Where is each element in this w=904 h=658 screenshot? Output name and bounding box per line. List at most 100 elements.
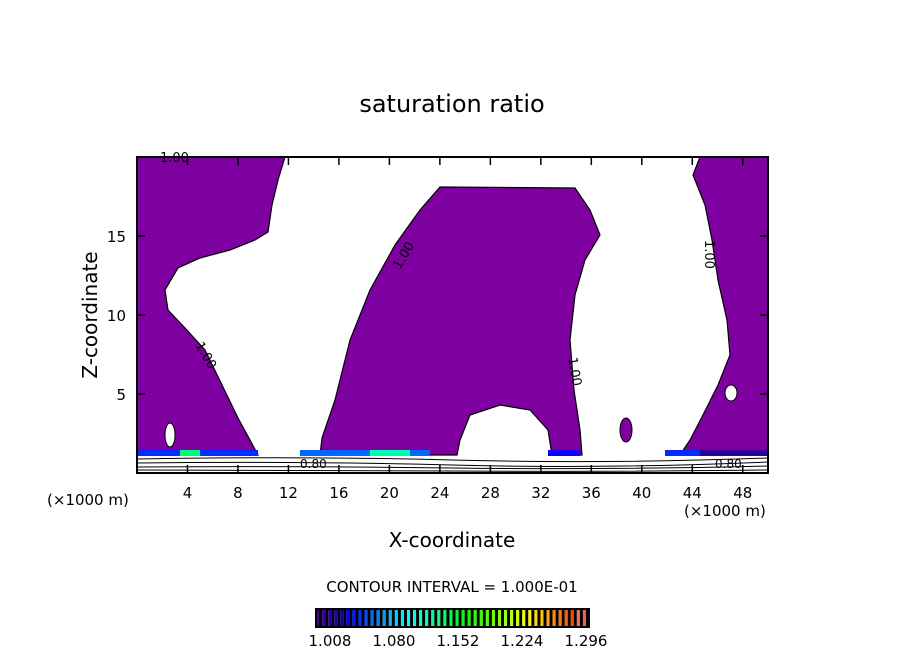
y-tick-label: 5 <box>116 386 126 404</box>
colorbar-swatch <box>573 609 577 627</box>
x-tick-label: 24 <box>430 484 449 502</box>
colorbar-swatch <box>361 609 365 627</box>
supersaturation-patch <box>180 450 200 456</box>
colorbar-swatch <box>319 609 323 627</box>
colorbar-swatch <box>473 609 477 627</box>
colorbar-swatch <box>367 609 371 627</box>
surface-contour-lines <box>136 457 769 472</box>
x-unit-right: (×1000 m) <box>684 502 766 520</box>
supersaturation-patch <box>700 450 768 456</box>
colorbar-swatch <box>328 609 332 627</box>
colorbar-swatch <box>488 609 492 627</box>
x-tick-label: 16 <box>329 484 348 502</box>
colorbar-swatch <box>340 609 344 627</box>
colorbar-swatch <box>428 609 432 627</box>
x-tick-label: 4 <box>183 484 193 502</box>
colorbar-swatch <box>407 609 411 627</box>
colorbar-swatch <box>355 609 359 627</box>
colorbar-swatch <box>334 609 338 627</box>
colorbar-swatch <box>382 609 386 627</box>
colorbar-swatch <box>437 609 441 627</box>
colorbar-swatch <box>543 609 547 627</box>
colorbar-swatch <box>388 609 392 627</box>
x-tick-label: 36 <box>582 484 601 502</box>
colorbar-swatch <box>443 609 447 627</box>
colorbar-swatch <box>461 609 465 627</box>
colorbar-swatch <box>394 609 398 627</box>
x-unit-left: (×1000 m) <box>47 491 129 509</box>
colorbar <box>316 609 589 627</box>
chart-title: saturation ratio <box>359 90 544 118</box>
colorbar-label: 1.152 <box>437 632 480 650</box>
x-axis-label: X-coordinate <box>389 528 516 552</box>
colorbar-swatch <box>425 609 429 627</box>
colorbar-swatch <box>464 609 468 627</box>
supersaturation-patch <box>370 450 410 456</box>
colorbar-swatch <box>331 609 335 627</box>
colorbar-swatch <box>446 609 450 627</box>
contour-interval-text: CONTOUR INTERVAL = 1.000E-01 <box>326 578 577 596</box>
colorbar-swatch <box>516 609 520 627</box>
colorbar-swatch <box>440 609 444 627</box>
colorbar-swatch <box>540 609 544 627</box>
colorbar-swatch <box>534 609 538 627</box>
colorbar-swatch <box>519 609 523 627</box>
colorbar-swatch <box>376 609 380 627</box>
colorbar-swatch <box>416 609 420 627</box>
colorbar-swatch <box>504 609 508 627</box>
white-blob <box>724 384 738 402</box>
plot-area: 1.00 1.00 1.00 1.00 1.00 0.80 0.80 <box>136 151 769 474</box>
colorbar-swatch <box>579 609 583 627</box>
colorbar-swatch <box>397 609 401 627</box>
colorbar-swatch <box>470 609 474 627</box>
colorbar-swatch <box>370 609 374 627</box>
colorbar-label: 1.224 <box>501 632 544 650</box>
contour-label: 0.80 <box>715 457 742 471</box>
x-tick-label: 20 <box>380 484 399 502</box>
colorbar-swatch <box>316 609 320 627</box>
x-axis-ticks: 4 8 12 16 20 24 28 32 36 40 44 48 <box>183 157 752 502</box>
colorbar-swatch <box>546 609 550 627</box>
colorbar-swatch <box>476 609 480 627</box>
colorbar-label: 1.008 <box>309 632 352 650</box>
colorbar-swatch <box>343 609 347 627</box>
colorbar-swatch <box>479 609 483 627</box>
colorbar-swatch <box>507 609 511 627</box>
y-tick-label: 15 <box>107 228 126 246</box>
colorbar-swatch <box>564 609 568 627</box>
white-blob <box>164 422 176 448</box>
colorbar-swatch <box>525 609 529 627</box>
colorbar-swatch <box>373 609 377 627</box>
colorbar-swatch <box>458 609 462 627</box>
colorbar-swatch <box>570 609 574 627</box>
colorbar-swatch <box>410 609 414 627</box>
supersaturation-patch <box>300 450 430 456</box>
colorbar-swatch <box>467 609 471 627</box>
y-axis-label: Z-coordinate <box>78 251 102 378</box>
colorbar-swatch <box>391 609 395 627</box>
colorbar-swatch <box>400 609 404 627</box>
colorbar-swatch <box>413 609 417 627</box>
colorbar-swatch <box>513 609 517 627</box>
colorbar-swatch <box>349 609 353 627</box>
colorbar-swatch <box>582 609 586 627</box>
colorbar-swatch <box>337 609 341 627</box>
supersaturation-patch <box>548 450 580 456</box>
colorbar-swatch <box>322 609 326 627</box>
contour-label: 1.00 <box>701 240 716 269</box>
x-tick-label: 44 <box>683 484 702 502</box>
colorbar-swatch <box>482 609 486 627</box>
colorbar-frame <box>315 608 590 628</box>
colorbar-swatch <box>449 609 453 627</box>
colorbar-swatch <box>552 609 556 627</box>
colorbar-swatch <box>403 609 407 627</box>
colorbar-swatch <box>364 609 368 627</box>
y-axis-ticks: 5 10 15 <box>107 228 768 404</box>
colorbar-swatch <box>585 609 589 627</box>
x-tick-label: 28 <box>481 484 500 502</box>
colorbar-swatch <box>549 609 553 627</box>
x-tick-label: 40 <box>632 484 651 502</box>
colorbar-swatch <box>419 609 423 627</box>
colorbar-swatch <box>485 609 489 627</box>
